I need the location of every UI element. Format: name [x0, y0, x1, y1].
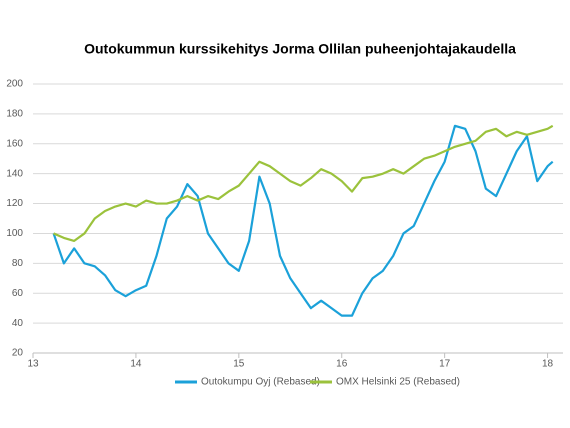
series-line	[53, 124, 554, 243]
x-tick-label: 16	[336, 359, 348, 370]
x-tick-label: 14	[130, 359, 142, 370]
legend-label: OMX Helsinki 25 (Rebased)	[336, 377, 460, 388]
y-tick-label: 200	[6, 79, 23, 90]
legend-label: Outokumpu Oyj (Rebased)	[201, 377, 320, 388]
y-tick-label: 160	[6, 138, 23, 149]
x-tick-label: 15	[233, 359, 245, 370]
y-tick-label: 180	[6, 109, 23, 120]
y-tick-label: 60	[12, 288, 24, 299]
y-tick-label: 140	[6, 168, 23, 179]
chart-title: Outokummun kurssikehitys Jorma Ollilan p…	[84, 41, 516, 57]
y-tick-label: 80	[12, 258, 24, 269]
y-tick-label: 120	[6, 198, 23, 209]
y-tick-label: 100	[6, 228, 23, 239]
y-tick-label: 20	[12, 348, 24, 359]
series-line	[52, 124, 554, 317]
x-tick-label: 13	[27, 359, 39, 370]
y-tick-label: 40	[12, 318, 24, 329]
x-tick-label: 18	[542, 359, 554, 370]
x-tick-label: 17	[439, 359, 451, 370]
